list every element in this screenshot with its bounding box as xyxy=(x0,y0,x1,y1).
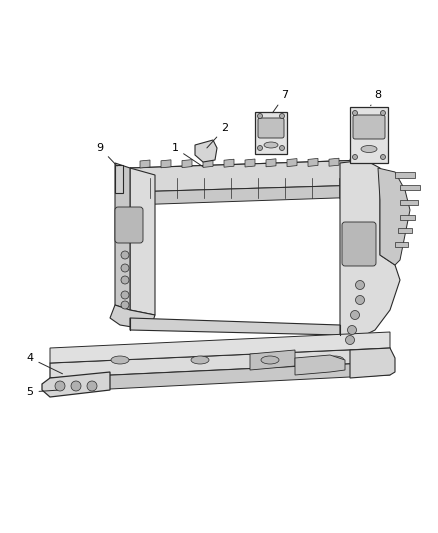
Circle shape xyxy=(350,311,360,319)
Circle shape xyxy=(55,381,65,391)
Polygon shape xyxy=(130,160,372,178)
Text: 5: 5 xyxy=(27,387,57,397)
Circle shape xyxy=(381,110,385,116)
Polygon shape xyxy=(203,159,213,167)
Circle shape xyxy=(347,326,357,335)
Text: 2: 2 xyxy=(207,123,229,148)
Polygon shape xyxy=(115,165,123,193)
Circle shape xyxy=(381,155,385,159)
Circle shape xyxy=(121,264,129,272)
Circle shape xyxy=(121,276,129,284)
Circle shape xyxy=(353,155,357,159)
Circle shape xyxy=(87,381,97,391)
Polygon shape xyxy=(50,332,390,363)
Polygon shape xyxy=(224,159,234,167)
Circle shape xyxy=(346,335,354,344)
Polygon shape xyxy=(395,172,415,178)
FancyBboxPatch shape xyxy=(115,207,143,243)
Circle shape xyxy=(356,295,364,304)
Circle shape xyxy=(279,146,285,150)
Polygon shape xyxy=(50,348,390,378)
Ellipse shape xyxy=(261,356,279,364)
FancyBboxPatch shape xyxy=(353,115,385,139)
Ellipse shape xyxy=(264,142,278,148)
Ellipse shape xyxy=(326,356,344,364)
Polygon shape xyxy=(182,159,192,167)
Polygon shape xyxy=(50,362,390,392)
Polygon shape xyxy=(130,168,155,315)
Circle shape xyxy=(121,251,129,259)
FancyBboxPatch shape xyxy=(258,118,284,138)
Polygon shape xyxy=(130,185,365,205)
Polygon shape xyxy=(329,158,339,166)
Polygon shape xyxy=(245,159,255,167)
Polygon shape xyxy=(400,185,420,190)
Circle shape xyxy=(258,146,262,150)
Polygon shape xyxy=(195,140,217,162)
Polygon shape xyxy=(130,318,340,335)
Circle shape xyxy=(121,301,129,309)
Text: 7: 7 xyxy=(272,90,289,112)
Circle shape xyxy=(353,110,357,116)
Circle shape xyxy=(356,280,364,289)
Polygon shape xyxy=(115,163,130,310)
Text: 4: 4 xyxy=(26,353,63,374)
Polygon shape xyxy=(395,242,408,247)
Polygon shape xyxy=(340,160,400,340)
Polygon shape xyxy=(250,350,295,370)
Polygon shape xyxy=(287,159,297,167)
Polygon shape xyxy=(110,305,155,330)
Polygon shape xyxy=(161,160,171,168)
Circle shape xyxy=(71,381,81,391)
Polygon shape xyxy=(130,160,365,192)
Polygon shape xyxy=(140,160,150,168)
Polygon shape xyxy=(400,215,415,220)
Polygon shape xyxy=(350,158,360,166)
Circle shape xyxy=(121,291,129,299)
Polygon shape xyxy=(295,355,345,375)
Polygon shape xyxy=(308,158,318,166)
Circle shape xyxy=(258,114,262,118)
Polygon shape xyxy=(350,348,395,378)
Text: 1: 1 xyxy=(172,143,203,166)
Polygon shape xyxy=(266,159,276,167)
Polygon shape xyxy=(398,228,412,233)
FancyBboxPatch shape xyxy=(342,222,376,266)
Text: 8: 8 xyxy=(371,90,381,106)
Polygon shape xyxy=(42,372,110,397)
Polygon shape xyxy=(350,107,388,163)
Text: 9: 9 xyxy=(96,143,117,166)
Circle shape xyxy=(279,114,285,118)
Polygon shape xyxy=(378,168,410,265)
Ellipse shape xyxy=(361,146,377,152)
Ellipse shape xyxy=(111,356,129,364)
Polygon shape xyxy=(255,112,287,154)
Polygon shape xyxy=(400,200,418,205)
Ellipse shape xyxy=(191,356,209,364)
